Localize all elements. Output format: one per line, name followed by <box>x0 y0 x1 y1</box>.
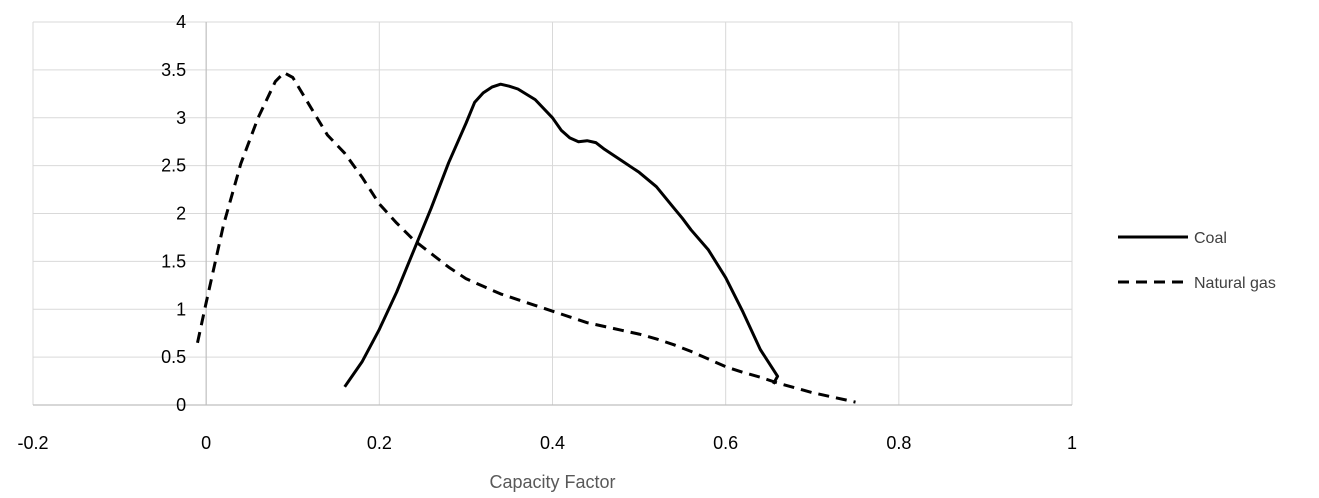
x-tick-label: 0 <box>201 433 211 453</box>
legend-label: Coal <box>1194 230 1227 247</box>
series-line-coal <box>343 82 780 388</box>
y-tick-label: 1 <box>176 299 186 319</box>
x-tick-label: -0.2 <box>17 433 48 453</box>
series-lines <box>196 71 856 404</box>
series-line-natural-gas <box>196 71 856 404</box>
x-tick-label: 1 <box>1067 433 1077 453</box>
y-tick-label: 3 <box>176 108 186 128</box>
x-tick-label: 0.2 <box>367 433 392 453</box>
axis-lines <box>33 22 1072 406</box>
y-tick-labels: 0 0.5 1 1.5 2 2.5 3 3.5 4 <box>161 12 186 415</box>
x-axis-title: Capacity Factor <box>489 472 615 492</box>
y-tick-label: 3.5 <box>161 60 186 80</box>
y-tick-label: 2 <box>176 204 186 224</box>
legend-label: Natural gas <box>1194 275 1276 292</box>
y-tick-label: 0 <box>176 395 186 415</box>
x-tick-label: 0.6 <box>713 433 738 453</box>
y-tick-label: 4 <box>176 12 186 32</box>
y-tick-label: 0.5 <box>161 347 186 367</box>
x-tick-label: 0.4 <box>540 433 565 453</box>
y-tick-label: 1.5 <box>161 251 186 271</box>
x-tick-labels: -0.2 0 0.2 0.4 0.6 0.8 1 <box>17 433 1077 453</box>
legend: Coal Natural gas <box>1118 230 1276 292</box>
x-tick-label: 0.8 <box>886 433 911 453</box>
y-tick-label: 2.5 <box>161 156 186 176</box>
